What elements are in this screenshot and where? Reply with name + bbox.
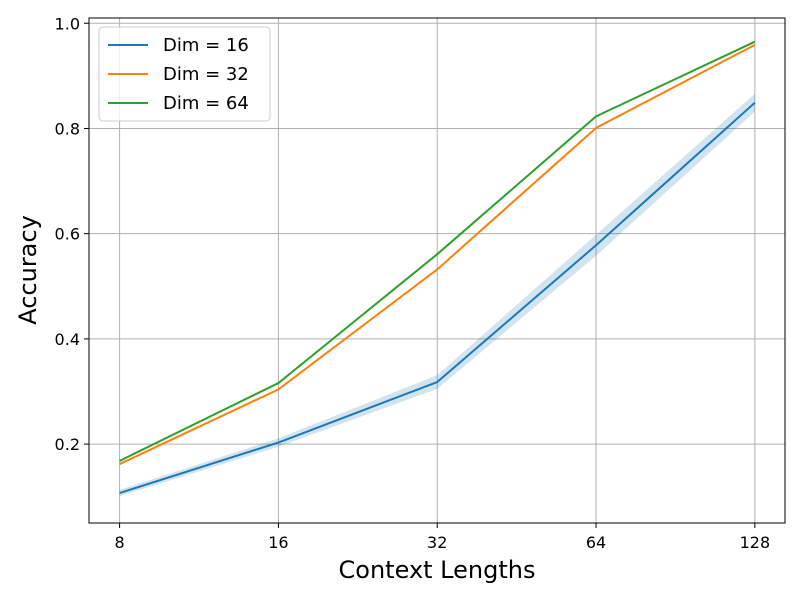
x-tick-label: 32 <box>427 533 447 552</box>
x-tick-label: 128 <box>740 533 771 552</box>
legend: Dim = 16 Dim = 32 Dim = 64 <box>98 26 271 122</box>
series-line-dim-64 <box>119 40 756 462</box>
x-axis-title: Context Lengths <box>339 556 536 584</box>
legend-box <box>98 26 271 122</box>
series-line-dim-32 <box>119 43 756 465</box>
legend-label-dim-64: Dim = 64 <box>163 93 249 114</box>
y-axis-title: Accuracy <box>14 215 42 325</box>
y-tick-label: 0.8 <box>55 119 80 138</box>
y-tick-label: 0.6 <box>55 225 80 244</box>
series-line-dim-16 <box>119 101 756 494</box>
legend-label-dim-32: Dim = 32 <box>163 64 249 85</box>
x-tick-label: 16 <box>268 533 288 552</box>
x-tick-label: 64 <box>586 533 606 552</box>
grid <box>89 18 785 523</box>
x-tick-label: 8 <box>115 533 125 552</box>
legend-label-dim-16: Dim = 16 <box>163 35 249 56</box>
y-tick-label: 0.4 <box>55 330 80 349</box>
y-tick-label: 0.2 <box>55 435 80 454</box>
axis-ticks: 8 16 32 64 128 0.2 0.4 0.6 0.8 1.0 <box>55 14 771 552</box>
series-lines <box>119 40 756 494</box>
y-tick-label: 1.0 <box>55 14 80 33</box>
